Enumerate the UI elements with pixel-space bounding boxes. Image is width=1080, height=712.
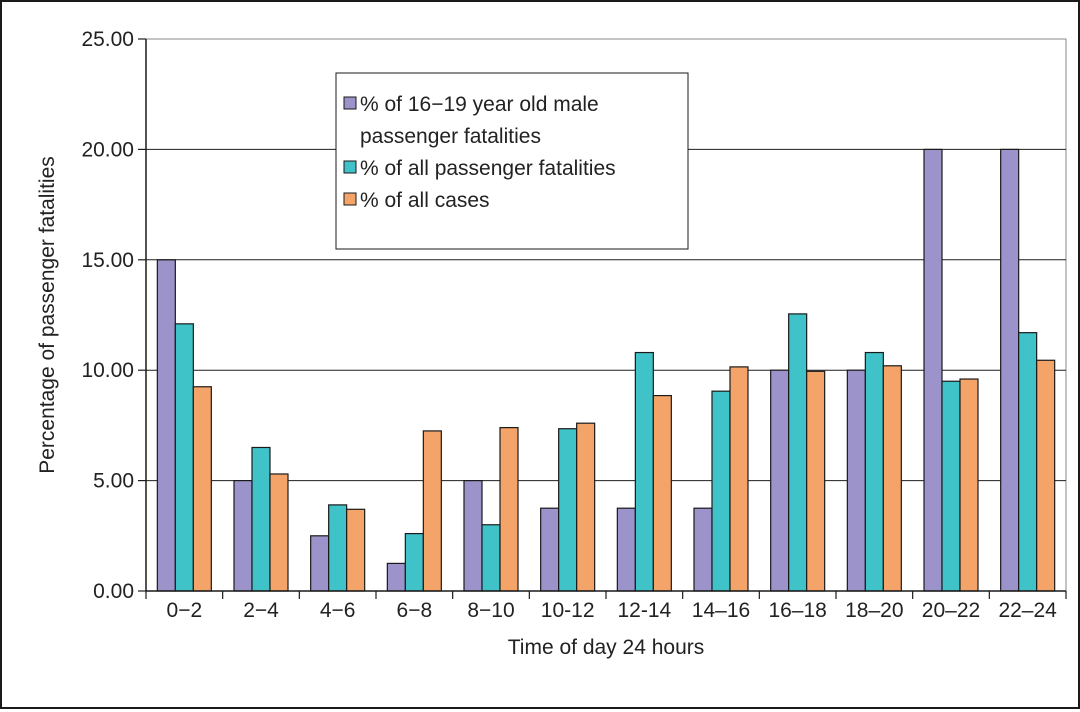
bar xyxy=(941,380,961,592)
bar xyxy=(481,524,501,592)
bar xyxy=(693,507,713,592)
bar xyxy=(634,351,654,592)
bar xyxy=(711,390,731,592)
bar xyxy=(404,532,424,592)
y-tick-label: 20.00 xyxy=(81,138,134,161)
bar xyxy=(729,366,749,592)
x-tick-label: 22–24 xyxy=(998,599,1057,622)
bar xyxy=(174,323,194,592)
x-tick-labels: 0−2 2−4 4−6 6−8 8−10 10-12 12-14 14–16 16–18 18–2… xyxy=(167,599,1058,622)
bar xyxy=(328,504,348,592)
y-tick-label: 10.00 xyxy=(81,359,134,382)
bars xyxy=(156,148,1056,592)
bar xyxy=(1018,332,1038,592)
bar xyxy=(192,386,212,592)
y-tick-label: 25.00 xyxy=(81,28,134,51)
bar xyxy=(882,365,902,592)
y-tick-label: 15.00 xyxy=(81,249,134,272)
x-tick-label: 18–20 xyxy=(845,599,903,622)
legend-label: % of all cases xyxy=(360,189,490,212)
bar xyxy=(540,507,560,592)
bar xyxy=(386,562,406,592)
legend-label: passenger fatalities xyxy=(360,125,541,148)
y-tick-label: 0.00 xyxy=(93,580,134,603)
legend-label: % of all passenger fatalities xyxy=(360,157,616,180)
bar xyxy=(770,369,790,592)
bar xyxy=(156,259,176,592)
x-tick-label: 12-14 xyxy=(617,599,671,622)
bar xyxy=(346,508,366,592)
legend-swatch xyxy=(343,96,357,110)
x-tick-label: 8−10 xyxy=(467,599,514,622)
bar xyxy=(463,480,483,592)
bar xyxy=(251,446,271,592)
bar xyxy=(959,378,979,592)
x-tick-label: 6−8 xyxy=(397,599,433,622)
legend-swatch xyxy=(343,160,357,174)
x-tick-label: 2−4 xyxy=(243,599,279,622)
x-tick-label: 20–22 xyxy=(922,599,980,622)
bar xyxy=(1000,148,1020,592)
x-tick-label: 0−2 xyxy=(167,599,203,622)
y-tick-labels: 0.00 5.00 10.00 15.00 20.00 25.00 xyxy=(81,28,134,603)
axes xyxy=(138,38,1067,599)
bar xyxy=(499,427,519,592)
bar xyxy=(806,370,826,592)
bar xyxy=(576,422,596,592)
bar xyxy=(310,535,330,592)
legend: % of 16−19 year old male passenger fatali… xyxy=(335,72,689,250)
bar xyxy=(652,394,672,592)
y-axis-title: Percentage of passenger fatalities xyxy=(36,156,59,474)
bar xyxy=(422,430,442,592)
bar xyxy=(1036,359,1056,592)
y-tick-label: 5.00 xyxy=(93,470,134,493)
legend-label: % of 16−19 year old male xyxy=(360,93,599,116)
bar xyxy=(788,313,808,592)
bar xyxy=(233,480,253,592)
bar xyxy=(558,428,578,592)
x-tick-label: 14–16 xyxy=(692,599,750,622)
bar xyxy=(864,351,884,592)
x-tick-label: 4−6 xyxy=(320,599,356,622)
bar xyxy=(616,507,636,592)
x-tick-label: 10-12 xyxy=(541,599,595,622)
bar xyxy=(846,369,866,592)
bar xyxy=(923,148,943,592)
legend-swatch xyxy=(343,192,357,206)
legend-box xyxy=(335,72,689,250)
x-axis-title: Time of day 24 hours xyxy=(508,636,705,659)
x-tick-label: 16–18 xyxy=(768,599,826,622)
bar xyxy=(269,473,289,592)
